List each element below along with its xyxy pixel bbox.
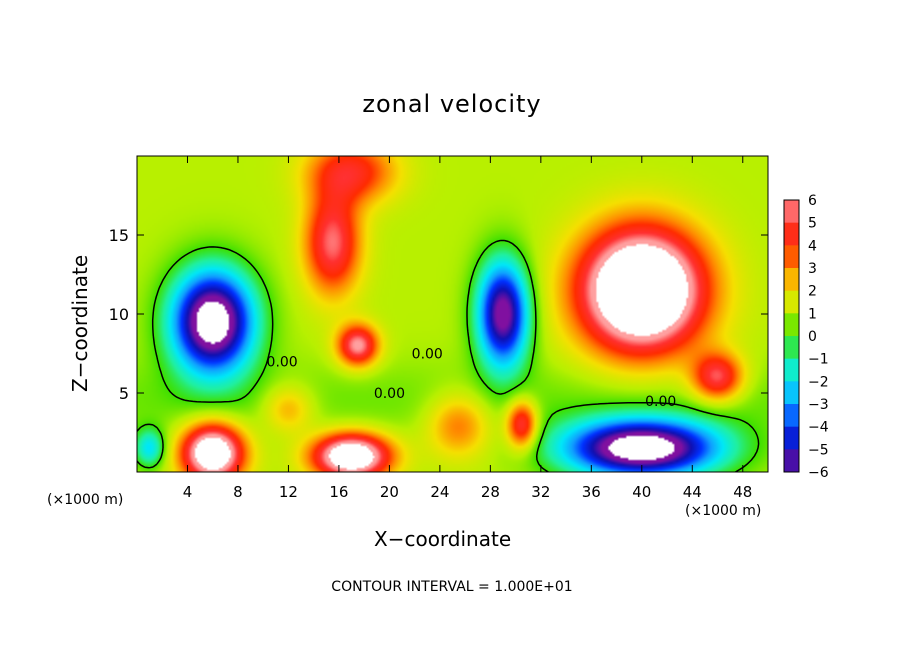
- colorbar-tick-label: −2: [808, 374, 829, 390]
- colorbar-tick-label: 4: [808, 238, 817, 254]
- zero-contour-lines: [137, 239, 760, 472]
- contour-label: 0.00: [412, 347, 443, 363]
- x-tick-label: 36: [582, 483, 601, 501]
- x-unit-label-left: (×1000 m): [47, 492, 124, 508]
- x-tick-label: 40: [632, 483, 651, 501]
- x-unit-label-right: (×1000 m): [685, 503, 762, 519]
- x-tick-label: 28: [481, 483, 500, 501]
- colorbar-swatch: [784, 449, 799, 473]
- x-tick-label: 12: [279, 483, 298, 501]
- y-axis-ticks: 5 10 15: [109, 226, 768, 403]
- colorbar-swatch: [784, 426, 799, 450]
- colorbar-swatch: [784, 245, 799, 269]
- colorbar-tick-label: 6: [808, 193, 817, 209]
- x-tick-label: 24: [430, 483, 449, 501]
- colorbar-swatch: [784, 268, 799, 292]
- x-tick-label: 48: [733, 483, 752, 501]
- colorbar-swatch: [784, 381, 799, 405]
- x-tick-label: 32: [531, 483, 550, 501]
- y-axis-label: Z−coordinate: [68, 254, 92, 392]
- velocity-field: [137, 156, 768, 472]
- colorbar-tick-label: 5: [808, 216, 817, 232]
- colorbar-swatch: [784, 358, 799, 382]
- x-tick-label: 20: [380, 483, 399, 501]
- x-tick-label: 8: [233, 483, 243, 501]
- x-tick-label: 16: [329, 483, 348, 501]
- colorbar-swatch: [784, 290, 799, 314]
- colorbar-tick-label: 3: [808, 261, 817, 277]
- colorbar-swatch: [784, 336, 799, 360]
- colorbar-tick-label: 2: [808, 284, 817, 300]
- colorbar-frame: [783, 199, 800, 473]
- x-axis-ticks: 4 8 12 16 20 24 28 32 36 40 44 48: [183, 156, 752, 501]
- y-tick-label: 5: [119, 384, 129, 403]
- contour-label: 0.00: [267, 354, 298, 370]
- colorbar-swatch: [784, 200, 799, 224]
- contour-labels: 0.00 0.00 0.00 0.00: [267, 347, 677, 410]
- zero-contour: [137, 239, 760, 472]
- x-tick-label: 44: [683, 483, 702, 501]
- x-axis-label: X−coordinate: [374, 527, 512, 551]
- colorbar-swatch: [784, 313, 799, 337]
- contour-label: 0.00: [645, 394, 676, 410]
- colorbar: 6 5 4 3 2 1 0 −1 −2 −3 −4 −5 −6: [783, 193, 829, 481]
- colorbar-swatch: [784, 222, 799, 246]
- y-tick-label: 15: [109, 226, 129, 245]
- contour-label: 0.00: [374, 386, 405, 402]
- contour-interval-note: CONTOUR INTERVAL = 1.000E+01: [331, 579, 573, 595]
- colorbar-tick-label: −6: [808, 465, 829, 481]
- colorbar-tick-label: 0: [808, 329, 817, 345]
- colorbar-tick-label: −1: [808, 352, 829, 368]
- chart-title: zonal velocity: [362, 90, 542, 118]
- colorbar-tick-label: −3: [808, 397, 829, 413]
- colorbar-swatch: [784, 404, 799, 428]
- y-tick-label: 10: [109, 305, 129, 324]
- x-tick-label: 4: [183, 483, 193, 501]
- colorbar-tick-label: −4: [808, 420, 829, 436]
- colorbar-tick-label: −5: [808, 442, 829, 458]
- colorbar-tick-label: 1: [808, 306, 817, 322]
